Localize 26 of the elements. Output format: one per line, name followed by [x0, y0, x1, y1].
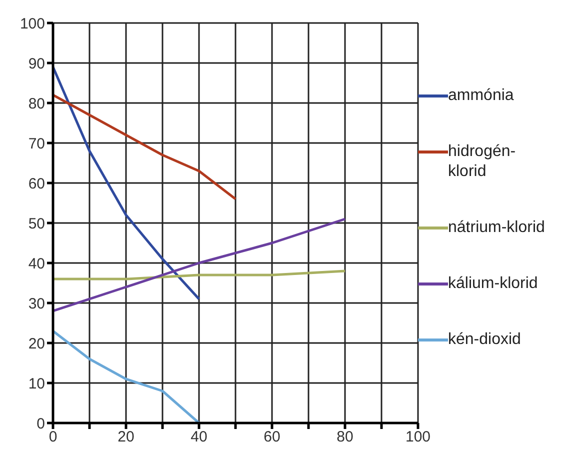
- x-tick-label: 20: [118, 428, 134, 446]
- x-tick-label: 100: [405, 428, 431, 446]
- y-tick-label: 80: [28, 95, 45, 112]
- x-tick-label: 60: [264, 428, 280, 446]
- y-tick-label: 50: [28, 215, 45, 232]
- line-series: [53, 330, 200, 423]
- y-tick-label: 20: [28, 335, 45, 352]
- legend-label: ammónia: [448, 86, 515, 106]
- x-tick-label: 40: [190, 428, 208, 446]
- x-tick-label: 0: [48, 428, 58, 446]
- y-tick-label: 40: [28, 255, 45, 272]
- legend-label: hidrogén-klorid: [448, 142, 517, 182]
- x-tick-label: 80: [336, 428, 354, 446]
- line-series: [53, 218, 346, 312]
- y-tick-label: 30: [28, 295, 45, 312]
- y-tick-label: 100: [20, 15, 45, 32]
- legend-label: kálium-klorid: [448, 274, 539, 294]
- legend-label: kén-dioxid: [448, 330, 522, 350]
- y-tick-label: 60: [28, 175, 45, 192]
- line-series: [53, 66, 200, 300]
- y-tick-label: 90: [28, 55, 45, 72]
- legend-label: nátrium-klorid: [448, 218, 546, 238]
- y-tick-label: 70: [28, 135, 45, 152]
- y-tick-label: 10: [28, 375, 45, 392]
- y-tick-label: 0: [36, 415, 45, 432]
- line-series: [53, 94, 237, 200]
